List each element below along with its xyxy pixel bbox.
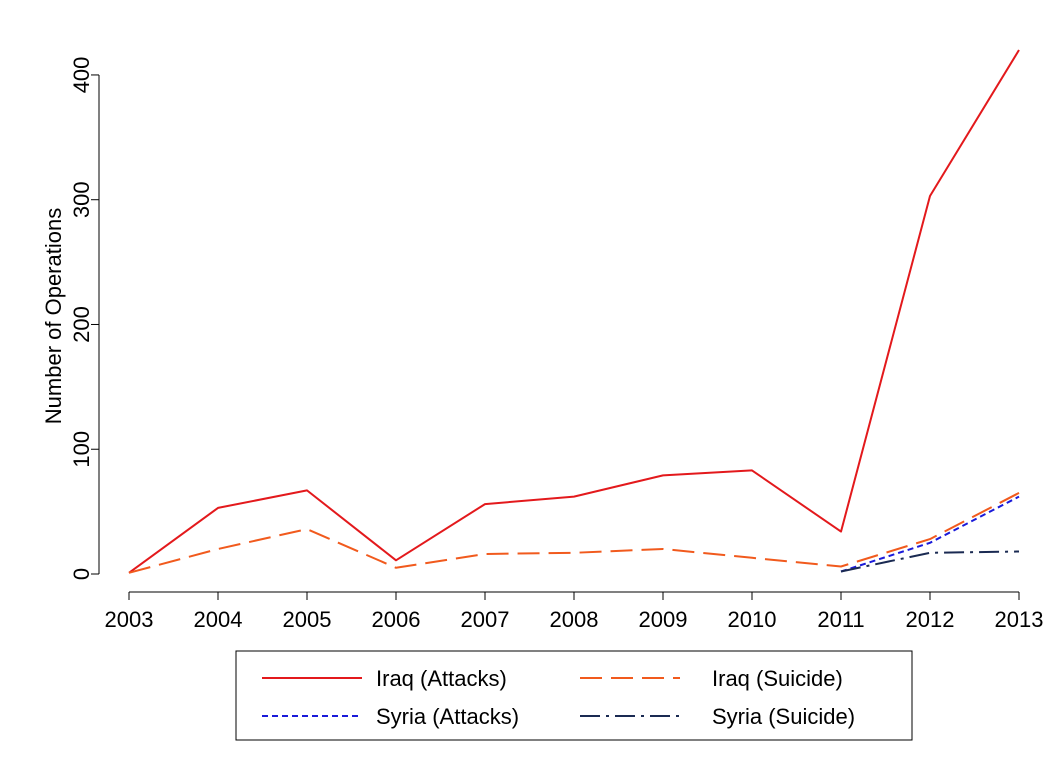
x-tick-label: 2012	[906, 607, 955, 632]
legend-label-syria-suicide: Syria (Suicide)	[712, 704, 855, 729]
series-line-iraq-attacks	[128, 49, 1020, 574]
y-axis: 0 100 200 300 400	[69, 57, 100, 580]
x-tick-label: 2010	[728, 607, 777, 632]
x-tick-label: 2009	[639, 607, 688, 632]
x-tick-label: 2004	[194, 607, 243, 632]
y-tick-label: 200	[69, 306, 94, 343]
series-line-syria-suicide	[840, 550, 1020, 573]
x-tick-label: 2007	[461, 607, 510, 632]
y-tick-label: 400	[69, 57, 94, 94]
series-line-syria-attacks	[840, 495, 1020, 573]
y-tick-label: 300	[69, 181, 94, 218]
x-tick-label: 2013	[995, 607, 1044, 632]
x-tick-label: 2011	[817, 607, 864, 632]
y-tick-label: 0	[69, 568, 94, 580]
legend-label-iraq-attacks: Iraq (Attacks)	[376, 666, 507, 691]
legend-label-syria-attacks: Syria (Attacks)	[376, 704, 519, 729]
y-axis-title: Number of Operations	[41, 208, 66, 424]
legend: Iraq (Attacks) Iraq (Suicide) Syria (Attac…	[235, 650, 913, 741]
legend-box	[235, 650, 913, 741]
x-tick-label: 2003	[105, 607, 154, 632]
x-tick-label: 2008	[550, 607, 599, 632]
legend-label-iraq-suicide: Iraq (Suicide)	[712, 666, 843, 691]
plot-area	[128, 49, 1020, 574]
y-tick-label: 100	[69, 431, 94, 468]
x-axis: 2003 2004 2005 2006 2007 2008 2009 2010 2011 2012…	[105, 591, 1044, 632]
x-tick-label: 2005	[283, 607, 332, 632]
x-tick-label: 2006	[372, 607, 421, 632]
series-line-iraq-suicide	[128, 492, 1020, 574]
